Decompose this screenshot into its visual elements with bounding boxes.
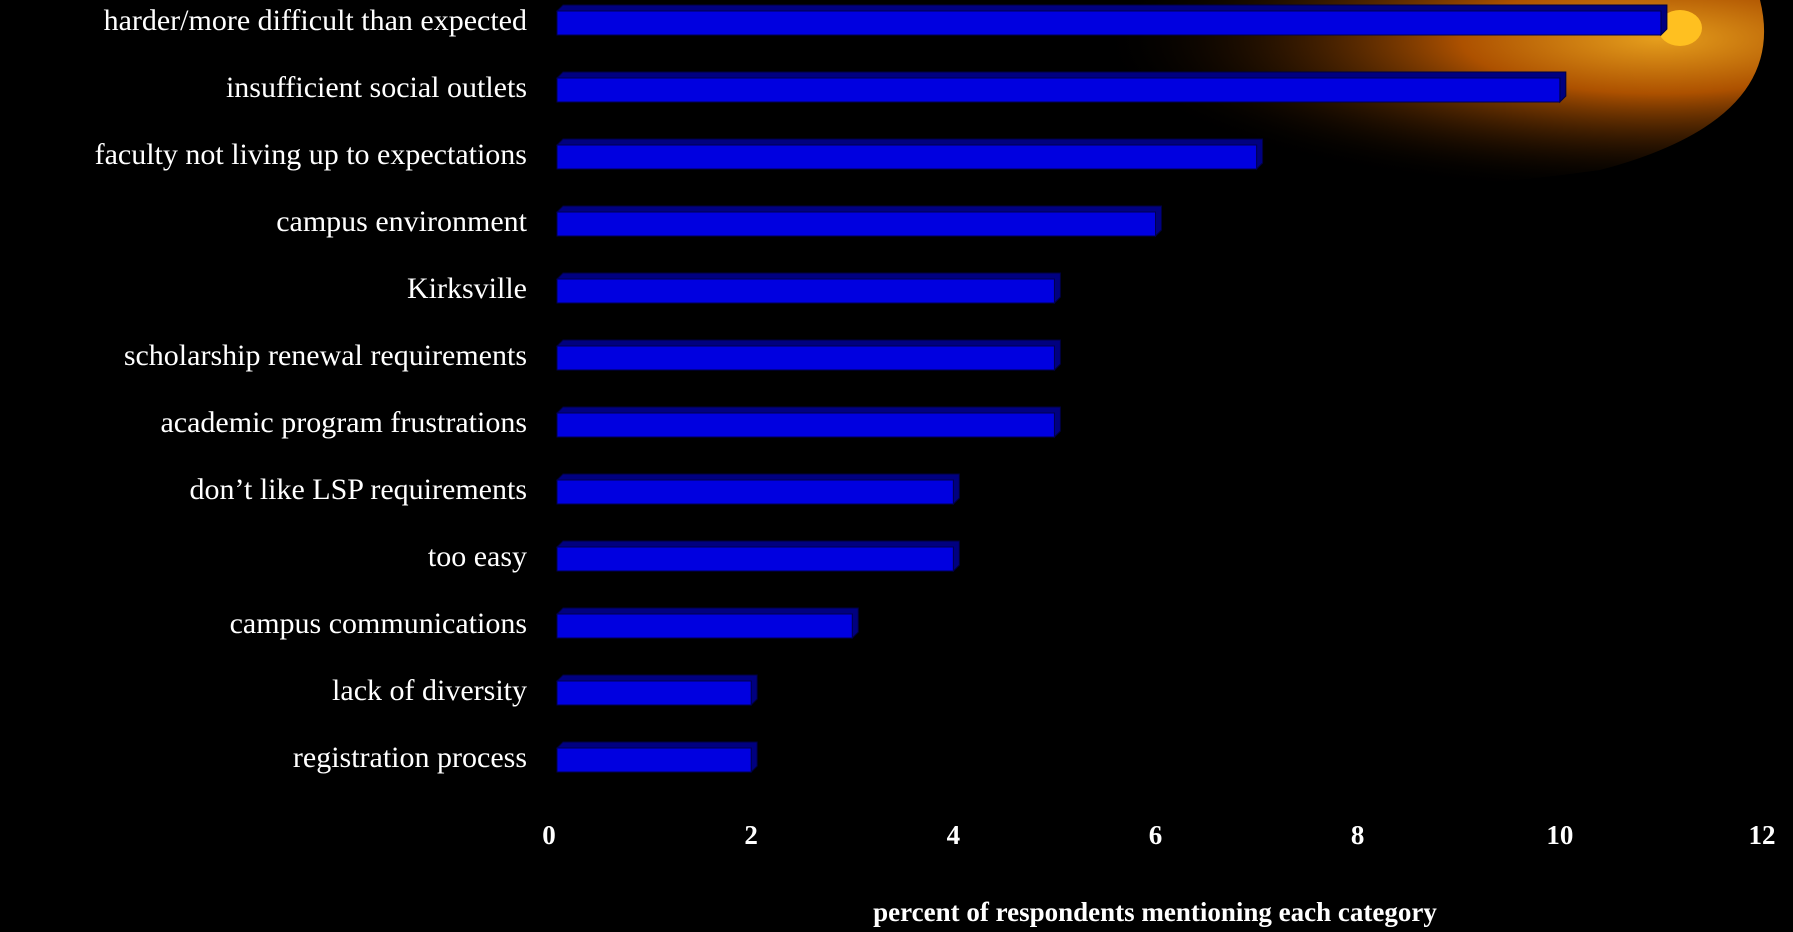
x-tick-label: 0: [542, 820, 556, 850]
bar: [556, 211, 1156, 237]
x-tick-label: 6: [1149, 820, 1163, 850]
x-tick-label: 12: [1749, 820, 1776, 850]
bar: [556, 144, 1258, 170]
bar: [556, 278, 1055, 304]
bar: [556, 77, 1561, 103]
bar: [556, 680, 752, 706]
bar: [556, 546, 954, 572]
y-tick-label: Kirksville: [407, 272, 527, 305]
decorative-highlight: [1658, 10, 1702, 46]
y-tick-label: insufficient social outlets: [226, 71, 527, 104]
y-tick-label: lack of diversity: [332, 674, 527, 707]
x-axis-title: percent of respondents mentioning each c…: [873, 897, 1437, 927]
bar: [556, 10, 1662, 36]
bar: [556, 613, 853, 639]
y-tick-label: too easy: [428, 540, 527, 573]
bar: [556, 747, 752, 773]
y-tick-label: scholarship renewal requirements: [124, 339, 527, 372]
x-tick-label: 4: [947, 820, 961, 850]
bar: [556, 345, 1055, 371]
y-tick-label: harder/more difficult than expected: [104, 4, 527, 37]
y-tick-label: don’t like LSP requirements: [190, 473, 527, 506]
y-tick-label: registration process: [293, 741, 527, 774]
y-tick-label: campus communications: [230, 607, 527, 640]
y-tick-label: campus environment: [276, 205, 527, 238]
x-tick-label: 10: [1546, 820, 1573, 850]
y-tick-label: academic program frustrations: [160, 406, 527, 439]
bar: [556, 412, 1055, 438]
x-tick-label: 8: [1351, 820, 1365, 850]
x-tick-label: 2: [744, 820, 758, 850]
y-tick-label: faculty not living up to expectations: [95, 138, 527, 171]
bar: [556, 479, 954, 505]
